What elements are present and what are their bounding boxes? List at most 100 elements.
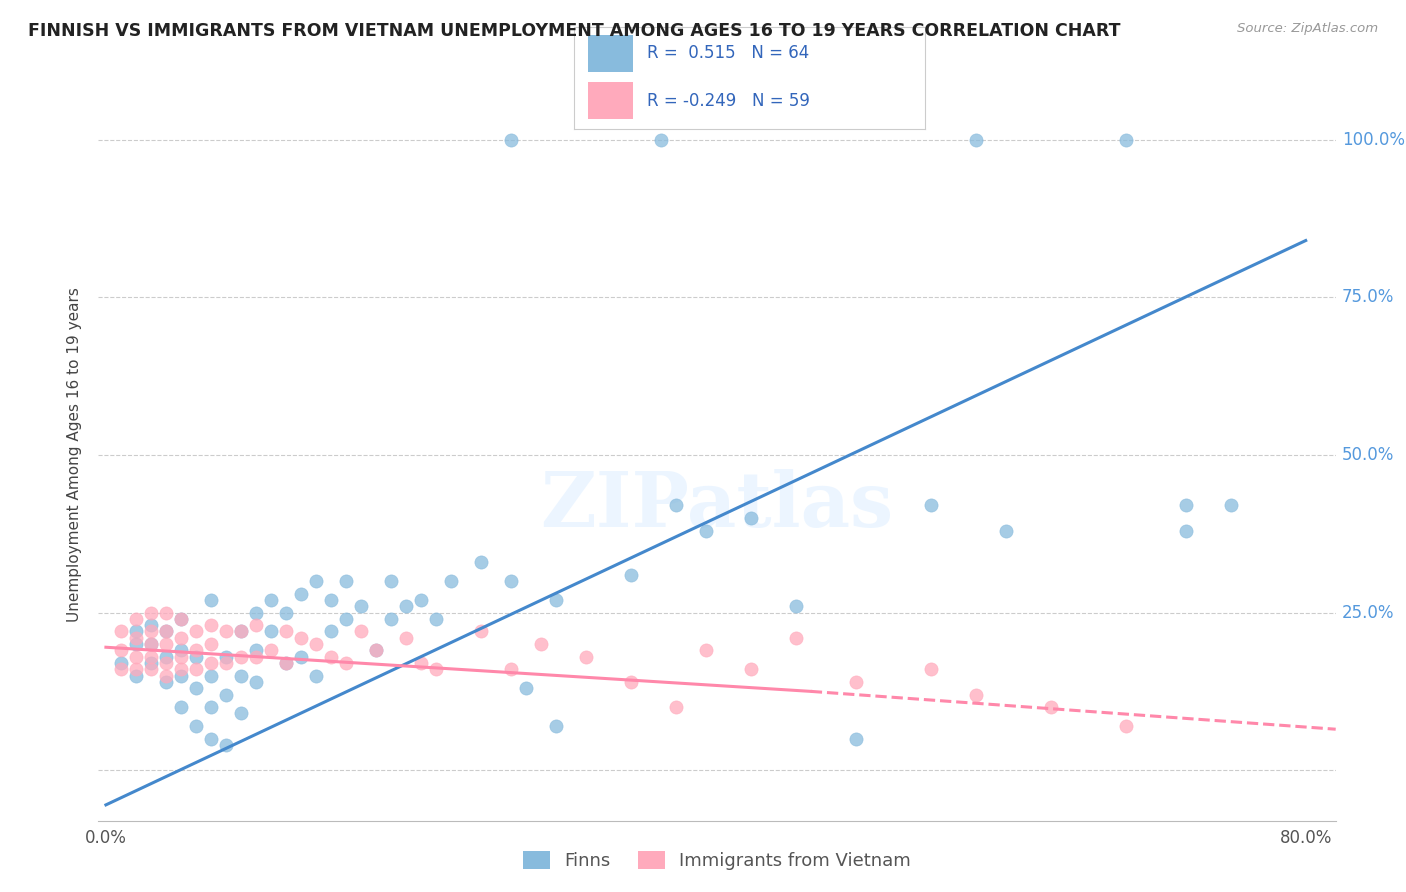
- Legend: Finns, Immigrants from Vietnam: Finns, Immigrants from Vietnam: [516, 844, 918, 878]
- Point: [305, 574, 328, 588]
- Point: [665, 499, 688, 513]
- Point: [1115, 133, 1137, 147]
- Point: [350, 599, 373, 614]
- Text: Source: ZipAtlas.com: Source: ZipAtlas.com: [1237, 22, 1378, 36]
- Point: [155, 637, 177, 651]
- Point: [425, 662, 447, 676]
- Point: [139, 624, 162, 639]
- Point: [245, 649, 267, 664]
- Point: [620, 674, 643, 689]
- Point: [200, 637, 222, 651]
- Point: [155, 668, 177, 682]
- Point: [155, 649, 177, 664]
- Point: [110, 643, 132, 657]
- Point: [409, 593, 432, 607]
- Point: [170, 631, 193, 645]
- Point: [110, 624, 132, 639]
- Point: [229, 668, 252, 682]
- Point: [740, 662, 762, 676]
- Point: [170, 662, 193, 676]
- Point: [290, 587, 312, 601]
- Point: [215, 656, 238, 670]
- Point: [139, 637, 162, 651]
- Point: [260, 643, 283, 657]
- Point: [319, 593, 342, 607]
- Point: [409, 656, 432, 670]
- Text: 100.0%: 100.0%: [1341, 130, 1405, 149]
- Point: [1115, 719, 1137, 733]
- Point: [920, 499, 942, 513]
- Point: [229, 624, 252, 639]
- Point: [335, 574, 357, 588]
- Point: [695, 643, 717, 657]
- Y-axis label: Unemployment Among Ages 16 to 19 years: Unemployment Among Ages 16 to 19 years: [67, 287, 83, 623]
- Point: [544, 719, 567, 733]
- Point: [499, 574, 522, 588]
- Point: [155, 674, 177, 689]
- Text: FINNISH VS IMMIGRANTS FROM VIETNAM UNEMPLOYMENT AMONG AGES 16 TO 19 YEARS CORREL: FINNISH VS IMMIGRANTS FROM VIETNAM UNEMP…: [28, 22, 1121, 40]
- Point: [260, 593, 283, 607]
- Point: [200, 668, 222, 682]
- Point: [305, 637, 328, 651]
- Point: [620, 567, 643, 582]
- Point: [110, 656, 132, 670]
- Point: [184, 649, 207, 664]
- Point: [965, 133, 987, 147]
- Point: [200, 656, 222, 670]
- Point: [139, 656, 162, 670]
- Point: [1174, 524, 1197, 538]
- Point: [425, 612, 447, 626]
- Point: [335, 656, 357, 670]
- Point: [695, 524, 717, 538]
- Point: [470, 624, 492, 639]
- Point: [170, 612, 193, 626]
- Point: [920, 662, 942, 676]
- Point: [125, 649, 148, 664]
- Point: [530, 637, 553, 651]
- Bar: [588, 82, 633, 119]
- Point: [200, 618, 222, 632]
- Point: [245, 618, 267, 632]
- Point: [139, 637, 162, 651]
- Point: [319, 649, 342, 664]
- Point: [215, 738, 238, 752]
- Point: [155, 624, 177, 639]
- Point: [184, 719, 207, 733]
- Point: [440, 574, 463, 588]
- Point: [965, 688, 987, 702]
- Point: [290, 649, 312, 664]
- Point: [785, 631, 807, 645]
- Point: [785, 599, 807, 614]
- Point: [200, 700, 222, 714]
- Point: [170, 643, 193, 657]
- Point: [1219, 499, 1241, 513]
- Point: [184, 624, 207, 639]
- Point: [229, 649, 252, 664]
- Point: [200, 593, 222, 607]
- Point: [845, 731, 868, 746]
- Point: [544, 593, 567, 607]
- Point: [499, 133, 522, 147]
- Text: 25.0%: 25.0%: [1341, 604, 1395, 622]
- Point: [260, 624, 283, 639]
- Point: [229, 706, 252, 721]
- Point: [170, 700, 193, 714]
- Point: [215, 624, 238, 639]
- Point: [155, 624, 177, 639]
- Text: ZIPatlas: ZIPatlas: [540, 469, 894, 543]
- Point: [290, 631, 312, 645]
- Point: [575, 649, 598, 664]
- Point: [125, 624, 148, 639]
- Point: [125, 668, 148, 682]
- Point: [350, 624, 373, 639]
- Point: [395, 599, 418, 614]
- Point: [1174, 499, 1197, 513]
- Point: [125, 612, 148, 626]
- Point: [215, 688, 238, 702]
- Point: [245, 606, 267, 620]
- Text: R = -0.249   N = 59: R = -0.249 N = 59: [647, 92, 810, 110]
- Point: [215, 649, 238, 664]
- Point: [155, 656, 177, 670]
- Point: [274, 656, 297, 670]
- Point: [305, 668, 328, 682]
